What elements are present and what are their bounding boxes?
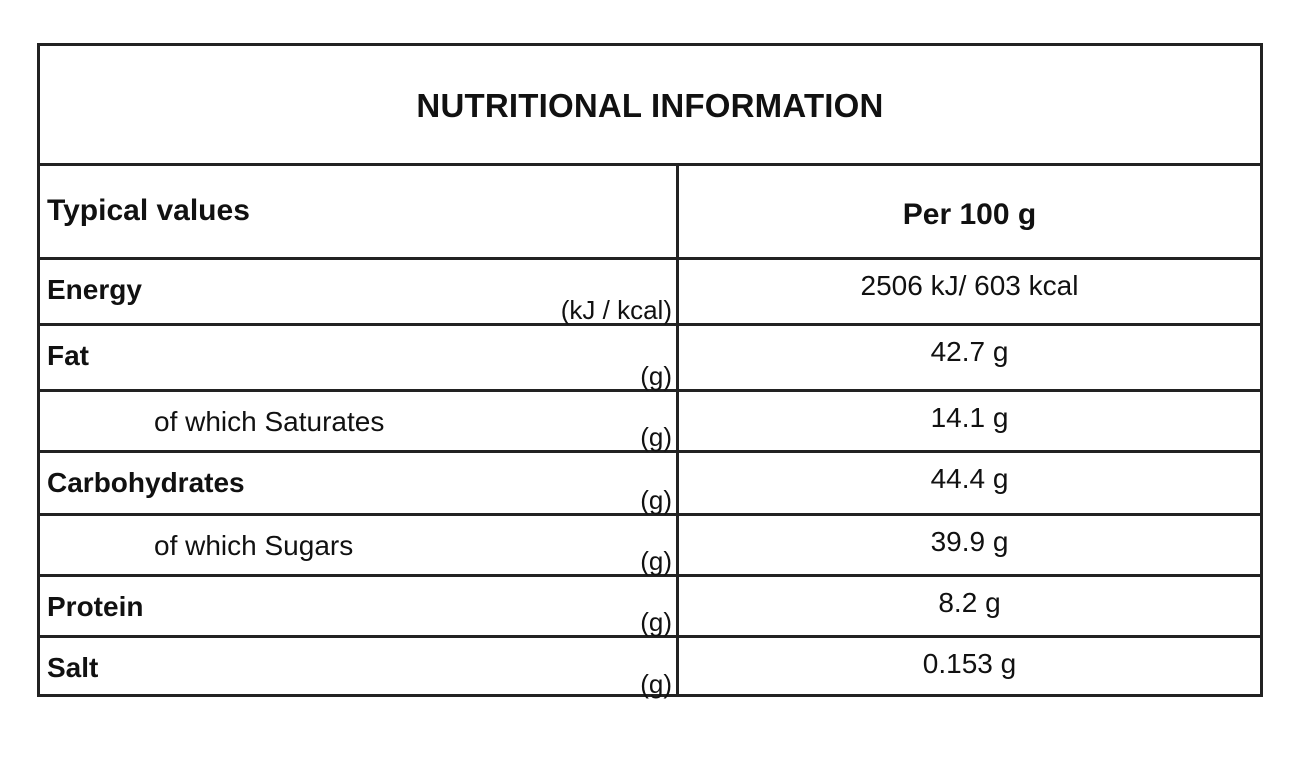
value-cell: 8.2 g [679,577,1260,635]
unit-label: (g) [640,485,672,515]
nutrient-value: 44.4 g [930,463,1009,494]
header-row: Typical values Per 100 g [40,166,1260,260]
table-row: of which Saturates (g) 14.1 g [40,392,1260,453]
table-row: Protein (g) 8.2 g [40,577,1260,638]
nutrient-cell: Protein (g) [40,577,679,637]
nutrient-cell: Energy (kJ / kcal) [40,260,679,325]
unit-label: (g) [640,361,672,391]
header-value-cell: Per 100 g [679,166,1260,257]
value-cell: 42.7 g [679,326,1260,389]
nutrient-cell: of which Saturates (g) [40,392,679,452]
nutrient-cell: Salt (g) [40,638,679,699]
table-row: Salt (g) 0.153 g [40,638,1260,699]
nutrient-value: 2506 kJ/ 603 kcal [860,270,1079,301]
table-title: NUTRITIONAL INFORMATION [40,46,1260,166]
nutrient-cell: Fat (g) [40,326,679,391]
nutrient-value: 42.7 g [930,336,1009,367]
unit-label: (kJ / kcal) [560,295,672,325]
unit-label: (g) [640,546,672,576]
nutrient-label: of which Saturates [154,406,385,437]
table-row: Energy (kJ / kcal) 2506 kJ/ 603 kcal [40,260,1260,326]
table-row: of which Sugars (g) 39.9 g [40,516,1260,577]
nutrient-cell: of which Sugars (g) [40,516,679,576]
table-row: Fat (g) 42.7 g [40,326,1260,392]
value-cell: 14.1 g [679,392,1260,450]
header-label-cell: Typical values [40,166,679,257]
value-cell: 44.4 g [679,453,1260,513]
value-cell: 0.153 g [679,638,1260,697]
header-label: Typical values [47,194,250,227]
nutrient-cell: Carbohydrates (g) [40,453,679,515]
value-cell: 39.9 g [679,516,1260,574]
nutrient-label: Carbohydrates [47,467,245,498]
nutrient-value: 39.9 g [930,526,1009,557]
unit-label: (g) [640,422,672,452]
unit-label: (g) [640,607,672,637]
nutrient-label: Fat [47,340,89,371]
nutrient-label: of which Sugars [154,530,354,561]
header-value: Per 100 g [902,198,1037,231]
unit-label: (g) [640,669,672,699]
nutrition-table: NUTRITIONAL INFORMATION Typical values P… [37,43,1263,699]
table-row: Carbohydrates (g) 44.4 g [40,453,1260,516]
nutrient-value: 8.2 g [938,587,1001,618]
nutrient-label: Salt [47,652,99,683]
nutrient-label: Protein [47,591,144,622]
value-cell: 2506 kJ/ 603 kcal [679,260,1260,323]
nutrient-value: 0.153 g [922,648,1017,679]
nutrient-value: 14.1 g [930,402,1009,433]
nutrient-label: Energy [47,274,142,305]
